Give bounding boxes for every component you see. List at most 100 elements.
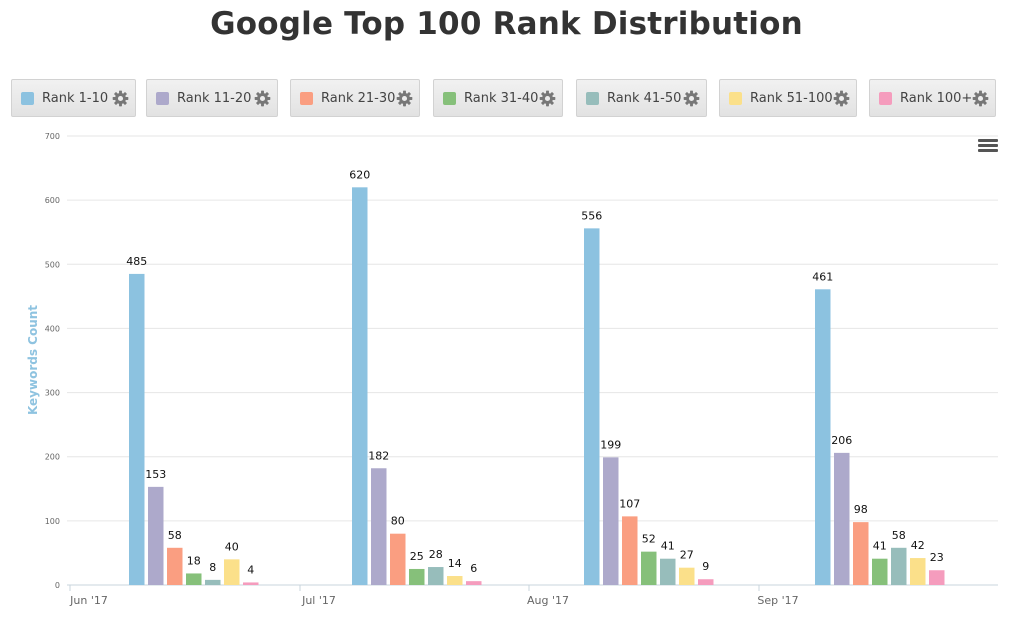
- bar[interactable]: [186, 573, 202, 585]
- legend-label: Rank 31-40: [464, 90, 539, 106]
- y-tick-label: 600: [45, 196, 60, 205]
- data-label: 23: [930, 551, 944, 564]
- legend-label: Rank 11-20: [177, 90, 252, 106]
- legend-item-rank-11-20[interactable]: Rank 11-20: [146, 79, 278, 117]
- legend-swatch: [21, 91, 34, 105]
- data-label: 80: [391, 515, 405, 528]
- data-label: 52: [642, 533, 656, 546]
- bar[interactable]: [167, 547, 183, 585]
- bar[interactable]: [466, 581, 482, 585]
- data-label: 58: [168, 529, 182, 542]
- legend-label: Rank 41-50: [607, 90, 682, 106]
- legend-swatch: [300, 91, 313, 105]
- bar[interactable]: [447, 576, 463, 585]
- data-label: 8: [209, 561, 216, 574]
- legend-item-rank-31-40[interactable]: Rank 31-40: [433, 79, 563, 117]
- y-tick-label: 400: [45, 324, 60, 333]
- bar[interactable]: [929, 570, 945, 585]
- legend: Rank 1-10 Rank 11-20 Rank 21-30 Rank 31-40 R…: [11, 79, 1001, 119]
- data-label: 58: [892, 529, 906, 542]
- gear-icon[interactable]: [112, 90, 129, 107]
- legend-swatch: [729, 91, 742, 105]
- y-axis-title: Keywords Count: [26, 305, 40, 415]
- bar[interactable]: [352, 187, 368, 586]
- legend-item-rank-51-100[interactable]: Rank 51-100: [719, 79, 857, 117]
- gear-icon[interactable]: [254, 90, 271, 107]
- legend-label: Rank 100+: [900, 90, 973, 106]
- bar[interactable]: [641, 551, 657, 585]
- bar[interactable]: [622, 516, 638, 585]
- data-label: 27: [680, 549, 694, 562]
- bar[interactable]: [834, 452, 850, 585]
- data-label: 199: [600, 438, 621, 451]
- legend-label: Rank 1-10: [42, 90, 109, 106]
- legend-swatch: [156, 91, 169, 105]
- data-label: 485: [126, 255, 147, 268]
- bar[interactable]: [243, 582, 259, 585]
- bar[interactable]: [910, 558, 926, 585]
- gear-icon[interactable]: [833, 90, 850, 107]
- y-tick-label: 200: [45, 453, 60, 462]
- legend-item-rank-100-[interactable]: Rank 100+: [869, 79, 996, 117]
- data-label: 25: [410, 550, 424, 563]
- gear-icon[interactable]: [396, 90, 413, 107]
- bar[interactable]: [148, 486, 164, 585]
- legend-item-rank-41-50[interactable]: Rank 41-50: [576, 79, 707, 117]
- bar[interactable]: [205, 579, 221, 585]
- bar[interactable]: [660, 558, 676, 585]
- gear-icon[interactable]: [539, 90, 556, 107]
- gear-icon[interactable]: [972, 90, 989, 107]
- data-label: 4: [247, 563, 254, 576]
- bar[interactable]: [815, 289, 831, 585]
- data-label: 14: [448, 557, 462, 570]
- data-label: 461: [812, 270, 833, 283]
- bar[interactable]: [371, 468, 387, 585]
- bar[interactable]: [409, 568, 425, 585]
- data-label: 28: [429, 548, 443, 561]
- data-label: 556: [581, 209, 602, 222]
- data-label: 6: [470, 562, 477, 575]
- y-tick-label: 0: [55, 581, 60, 590]
- bar[interactable]: [853, 522, 869, 585]
- bar[interactable]: [224, 559, 240, 585]
- legend-swatch: [586, 91, 599, 105]
- bar[interactable]: [129, 273, 145, 585]
- data-label: 107: [619, 497, 640, 510]
- bar[interactable]: [584, 228, 600, 585]
- legend-swatch: [879, 91, 892, 105]
- data-label: 42: [911, 539, 925, 552]
- x-tick-label: Aug '17: [527, 594, 569, 607]
- x-tick-label: Jul '17: [301, 594, 336, 607]
- data-label: 206: [831, 434, 852, 447]
- legend-item-rank-21-30[interactable]: Rank 21-30: [290, 79, 420, 117]
- chart-title: Google Top 100 Rank Distribution: [210, 6, 803, 42]
- data-label: 41: [873, 540, 887, 553]
- data-label: 18: [187, 554, 201, 567]
- x-tick-label: Jun '17: [69, 594, 108, 607]
- bar[interactable]: [891, 547, 907, 585]
- data-label: 98: [854, 503, 868, 516]
- bar[interactable]: [872, 558, 888, 585]
- bar[interactable]: [698, 579, 714, 585]
- bar[interactable]: [679, 567, 695, 585]
- y-tick-label: 500: [45, 260, 60, 269]
- chart-menu-icon[interactable]: [978, 139, 998, 155]
- legend-label: Rank 21-30: [321, 90, 396, 106]
- x-tick-label: Sep '17: [757, 594, 798, 607]
- data-label: 40: [225, 540, 239, 553]
- bar[interactable]: [428, 567, 444, 585]
- legend-item-rank-1-10[interactable]: Rank 1-10: [11, 79, 136, 117]
- legend-swatch: [443, 91, 456, 105]
- legend-label: Rank 51-100: [750, 90, 833, 106]
- data-label: 41: [661, 540, 675, 553]
- data-label: 620: [349, 168, 370, 181]
- bar[interactable]: [390, 533, 406, 585]
- gear-icon[interactable]: [683, 90, 700, 107]
- y-tick-label: 700: [45, 132, 60, 141]
- data-label: 9: [702, 560, 709, 573]
- bar[interactable]: [603, 457, 619, 585]
- y-tick-label: 300: [45, 389, 60, 398]
- data-label: 153: [145, 468, 166, 481]
- y-tick-label: 100: [45, 517, 60, 526]
